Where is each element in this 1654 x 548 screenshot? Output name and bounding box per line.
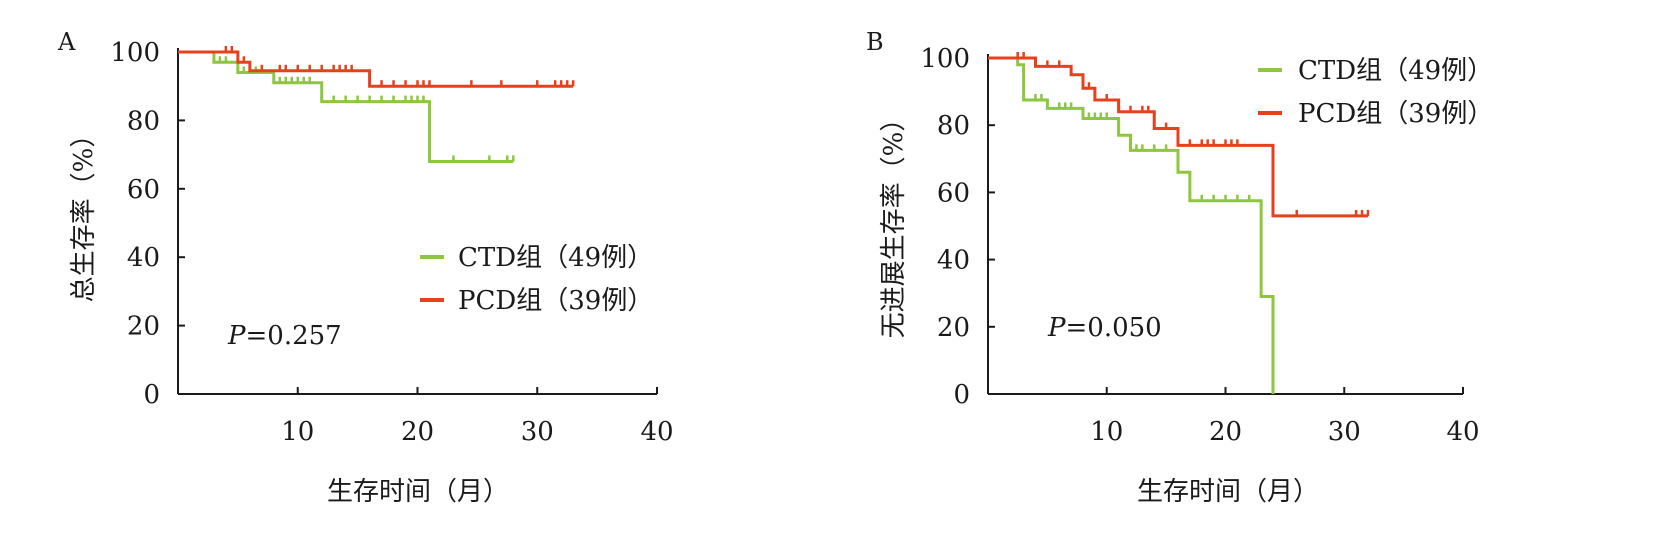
y-tick-label: 40	[127, 243, 160, 273]
legend-entry: CTD组（49例）	[458, 243, 653, 273]
y-tick-label: 40	[937, 246, 970, 276]
p-value-annotation: P=0.257	[227, 321, 342, 351]
legend-entry: PCD组（39例）	[1298, 99, 1493, 129]
y-axis-title: 无进展生存率（%）	[879, 106, 909, 339]
y-tick-label: 100	[110, 38, 160, 68]
x-tick-label: 20	[401, 417, 434, 447]
panel-label: B	[866, 28, 884, 56]
legend: CTD组（49例） PCD组（39例）	[1258, 56, 1493, 129]
series-line	[178, 50, 514, 163]
y-tick-label: 20	[937, 313, 970, 343]
series-ctd	[988, 56, 1275, 394]
y-tick-label: 80	[127, 106, 160, 136]
y-tick-label: 80	[937, 111, 970, 141]
p-value-label: P	[1047, 313, 1066, 343]
y-axis-title: 总生存率（%）	[69, 122, 99, 303]
x-tick-label: 40	[640, 417, 673, 447]
x-tick-label: 30	[1328, 417, 1361, 447]
x-tick-label: 40	[1446, 417, 1479, 447]
y-tick-label: 20	[127, 312, 160, 342]
legend-entry: PCD组（39例）	[458, 286, 653, 316]
y-tick-label: 60	[937, 178, 970, 208]
legend-entry: CTD组（49例）	[1298, 56, 1493, 86]
x-axis-title: 生存时间（月）	[327, 477, 509, 507]
series-pcd	[178, 46, 575, 88]
series-line	[988, 56, 1368, 218]
x-tick-label: 20	[1209, 417, 1242, 447]
series-pcd	[988, 52, 1370, 218]
series-ctd	[178, 50, 515, 163]
chart-panel-a: A 0 20 40 60 80 100 10 20 30 40 生存时间（月） 总生存率（%） CTD组（…	[57, 28, 674, 507]
x-tick-label: 30	[521, 417, 554, 447]
x-axis-title: 生存时间（月）	[1137, 477, 1319, 507]
p-value-number: =0.050	[1066, 313, 1162, 343]
legend: CTD组（49例） PCD组（39例）	[420, 243, 653, 316]
y-tick-label: 100	[920, 44, 970, 74]
p-value-number: =0.257	[246, 321, 342, 351]
chart-panel-b: B 0 20 40 60 80 100 10 20 30 40 生存时间（月） 无进展生存率（%） CTD…	[866, 28, 1493, 507]
y-tick-label: 0	[953, 380, 970, 410]
p-value-label: P	[227, 321, 246, 351]
x-tick-label: 10	[281, 417, 314, 447]
p-value-annotation: P=0.050	[1047, 313, 1162, 343]
y-tick-label: 0	[143, 380, 160, 410]
series-line	[178, 50, 574, 88]
y-tick-label: 60	[127, 175, 160, 205]
x-tick-label: 10	[1090, 417, 1123, 447]
panel-label: A	[57, 28, 76, 56]
